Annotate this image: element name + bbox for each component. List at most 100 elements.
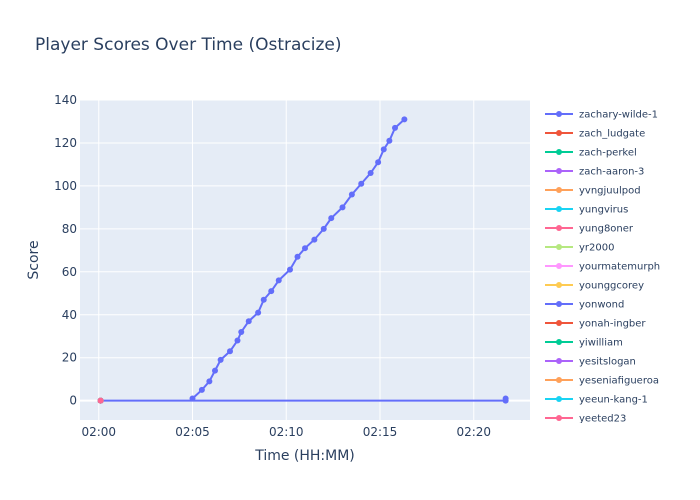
legend-marker <box>556 358 562 364</box>
legend-marker <box>556 187 562 193</box>
legend-label: younggcorey <box>579 281 644 292</box>
legend-label: yr2000 <box>579 243 614 254</box>
data-point <box>97 397 104 404</box>
data-point <box>260 296 267 303</box>
y-axis-ticks: 0 20 40 60 80 100 120 140 <box>54 93 77 408</box>
legend-item[interactable]: yeseniafigueroa <box>545 376 659 387</box>
legend-marker <box>556 244 562 250</box>
legend-item[interactable]: zachary-wilde-1 <box>545 110 658 121</box>
legend-marker <box>556 149 562 155</box>
legend-item[interactable]: yung8oner <box>545 224 634 235</box>
legend-marker <box>556 396 562 402</box>
data-point <box>217 356 224 363</box>
y-tick-label: 60 <box>62 265 77 279</box>
legend-label: yung8oner <box>579 224 634 235</box>
data-point <box>302 245 308 252</box>
data-point <box>268 288 275 295</box>
y-tick-label: 100 <box>54 179 77 193</box>
legend-item[interactable]: yeeun-kang-1 <box>545 395 648 406</box>
data-point <box>245 318 252 325</box>
y-axis-title: Score <box>26 240 42 279</box>
legend-label: zach_ludgate <box>579 129 645 140</box>
data-point <box>328 215 335 222</box>
legend-label: zach-perkel <box>579 148 637 159</box>
data-point <box>212 367 218 374</box>
legend-marker <box>556 301 562 307</box>
data-point <box>367 170 374 177</box>
legend-marker <box>556 130 562 136</box>
legend-marker <box>556 320 562 326</box>
x-tick-label: 02:10 <box>269 425 304 439</box>
legend-marker <box>556 206 562 212</box>
x-tick-label: 02:20 <box>456 425 491 439</box>
legend-item[interactable]: zach-aaron-3 <box>545 167 644 178</box>
legend-label: zachary-wilde-1 <box>579 110 658 121</box>
data-point <box>375 159 382 166</box>
legend[interactable]: zachary-wilde-1 zach_ludgate zach-perkel za… <box>545 110 660 425</box>
legend-item[interactable]: yr2000 <box>545 243 614 254</box>
legend-marker <box>556 339 562 345</box>
data-point <box>348 191 355 198</box>
x-tick-label: 02:00 <box>81 425 116 439</box>
legend-marker <box>556 377 562 383</box>
y-tick-label: 0 <box>69 394 77 408</box>
series-yeeted23 <box>97 397 104 404</box>
legend-marker <box>556 282 562 288</box>
legend-item[interactable]: yesitslogan <box>545 357 636 368</box>
data-point <box>339 204 346 211</box>
data-point <box>380 146 387 153</box>
legend-item[interactable]: zach-perkel <box>545 148 637 159</box>
x-tick-label: 02:15 <box>363 425 398 439</box>
y-tick-label: 120 <box>54 136 77 150</box>
legend-item[interactable]: yonwond <box>545 300 624 311</box>
legend-label: yourmatemurph <box>579 262 660 273</box>
data-point <box>392 124 398 131</box>
data-point <box>502 395 509 402</box>
data-point <box>238 328 245 335</box>
legend-item[interactable]: yourmatemurph <box>545 262 660 273</box>
legend-label: yesitslogan <box>579 357 636 368</box>
legend-marker <box>556 415 562 421</box>
legend-label: zach-aaron-3 <box>579 167 644 178</box>
data-point <box>227 348 233 355</box>
data-point <box>358 180 365 187</box>
y-tick-label: 40 <box>62 308 77 322</box>
data-point <box>206 378 213 385</box>
y-tick-label: 80 <box>62 222 77 236</box>
series-line <box>191 118 406 400</box>
y-tick-label: 20 <box>62 351 77 365</box>
legend-item[interactable]: younggcorey <box>545 281 644 292</box>
legend-marker <box>556 168 562 174</box>
x-tick-label: 02:05 <box>175 425 210 439</box>
chart-title: Player Scores Over Time (Ostracize) <box>35 35 342 55</box>
legend-label: yeeun-kang-1 <box>579 395 648 406</box>
legend-item[interactable]: yvngjuulpod <box>545 186 641 197</box>
legend-item[interactable]: yeeted23 <box>545 414 626 425</box>
data-point <box>320 225 327 232</box>
series-yonwond <box>189 116 408 402</box>
data-point <box>234 337 241 344</box>
legend-label: yeeted23 <box>579 414 626 425</box>
data-point <box>189 395 196 402</box>
legend-marker <box>556 225 562 231</box>
data-point <box>386 137 393 144</box>
legend-marker <box>556 111 562 117</box>
legend-label: yungvirus <box>579 205 628 216</box>
legend-label: yeseniafigueroa <box>579 376 659 387</box>
legend-item[interactable]: yungvirus <box>545 205 628 216</box>
data-point <box>198 386 205 393</box>
legend-item[interactable]: yiwilliam <box>545 338 623 349</box>
legend-item[interactable]: zach_ludgate <box>545 129 645 140</box>
legend-item[interactable]: yonah-ingber <box>545 319 646 330</box>
series-layer <box>97 116 509 404</box>
data-point <box>401 116 408 123</box>
legend-label: yonwond <box>579 300 624 311</box>
legend-label: yvngjuulpod <box>579 186 641 197</box>
data-point <box>255 309 262 316</box>
data-point <box>287 266 293 273</box>
data-point <box>311 236 318 243</box>
data-point <box>294 253 301 260</box>
legend-label: yonah-ingber <box>579 319 646 330</box>
y-tick-label: 140 <box>54 93 77 107</box>
